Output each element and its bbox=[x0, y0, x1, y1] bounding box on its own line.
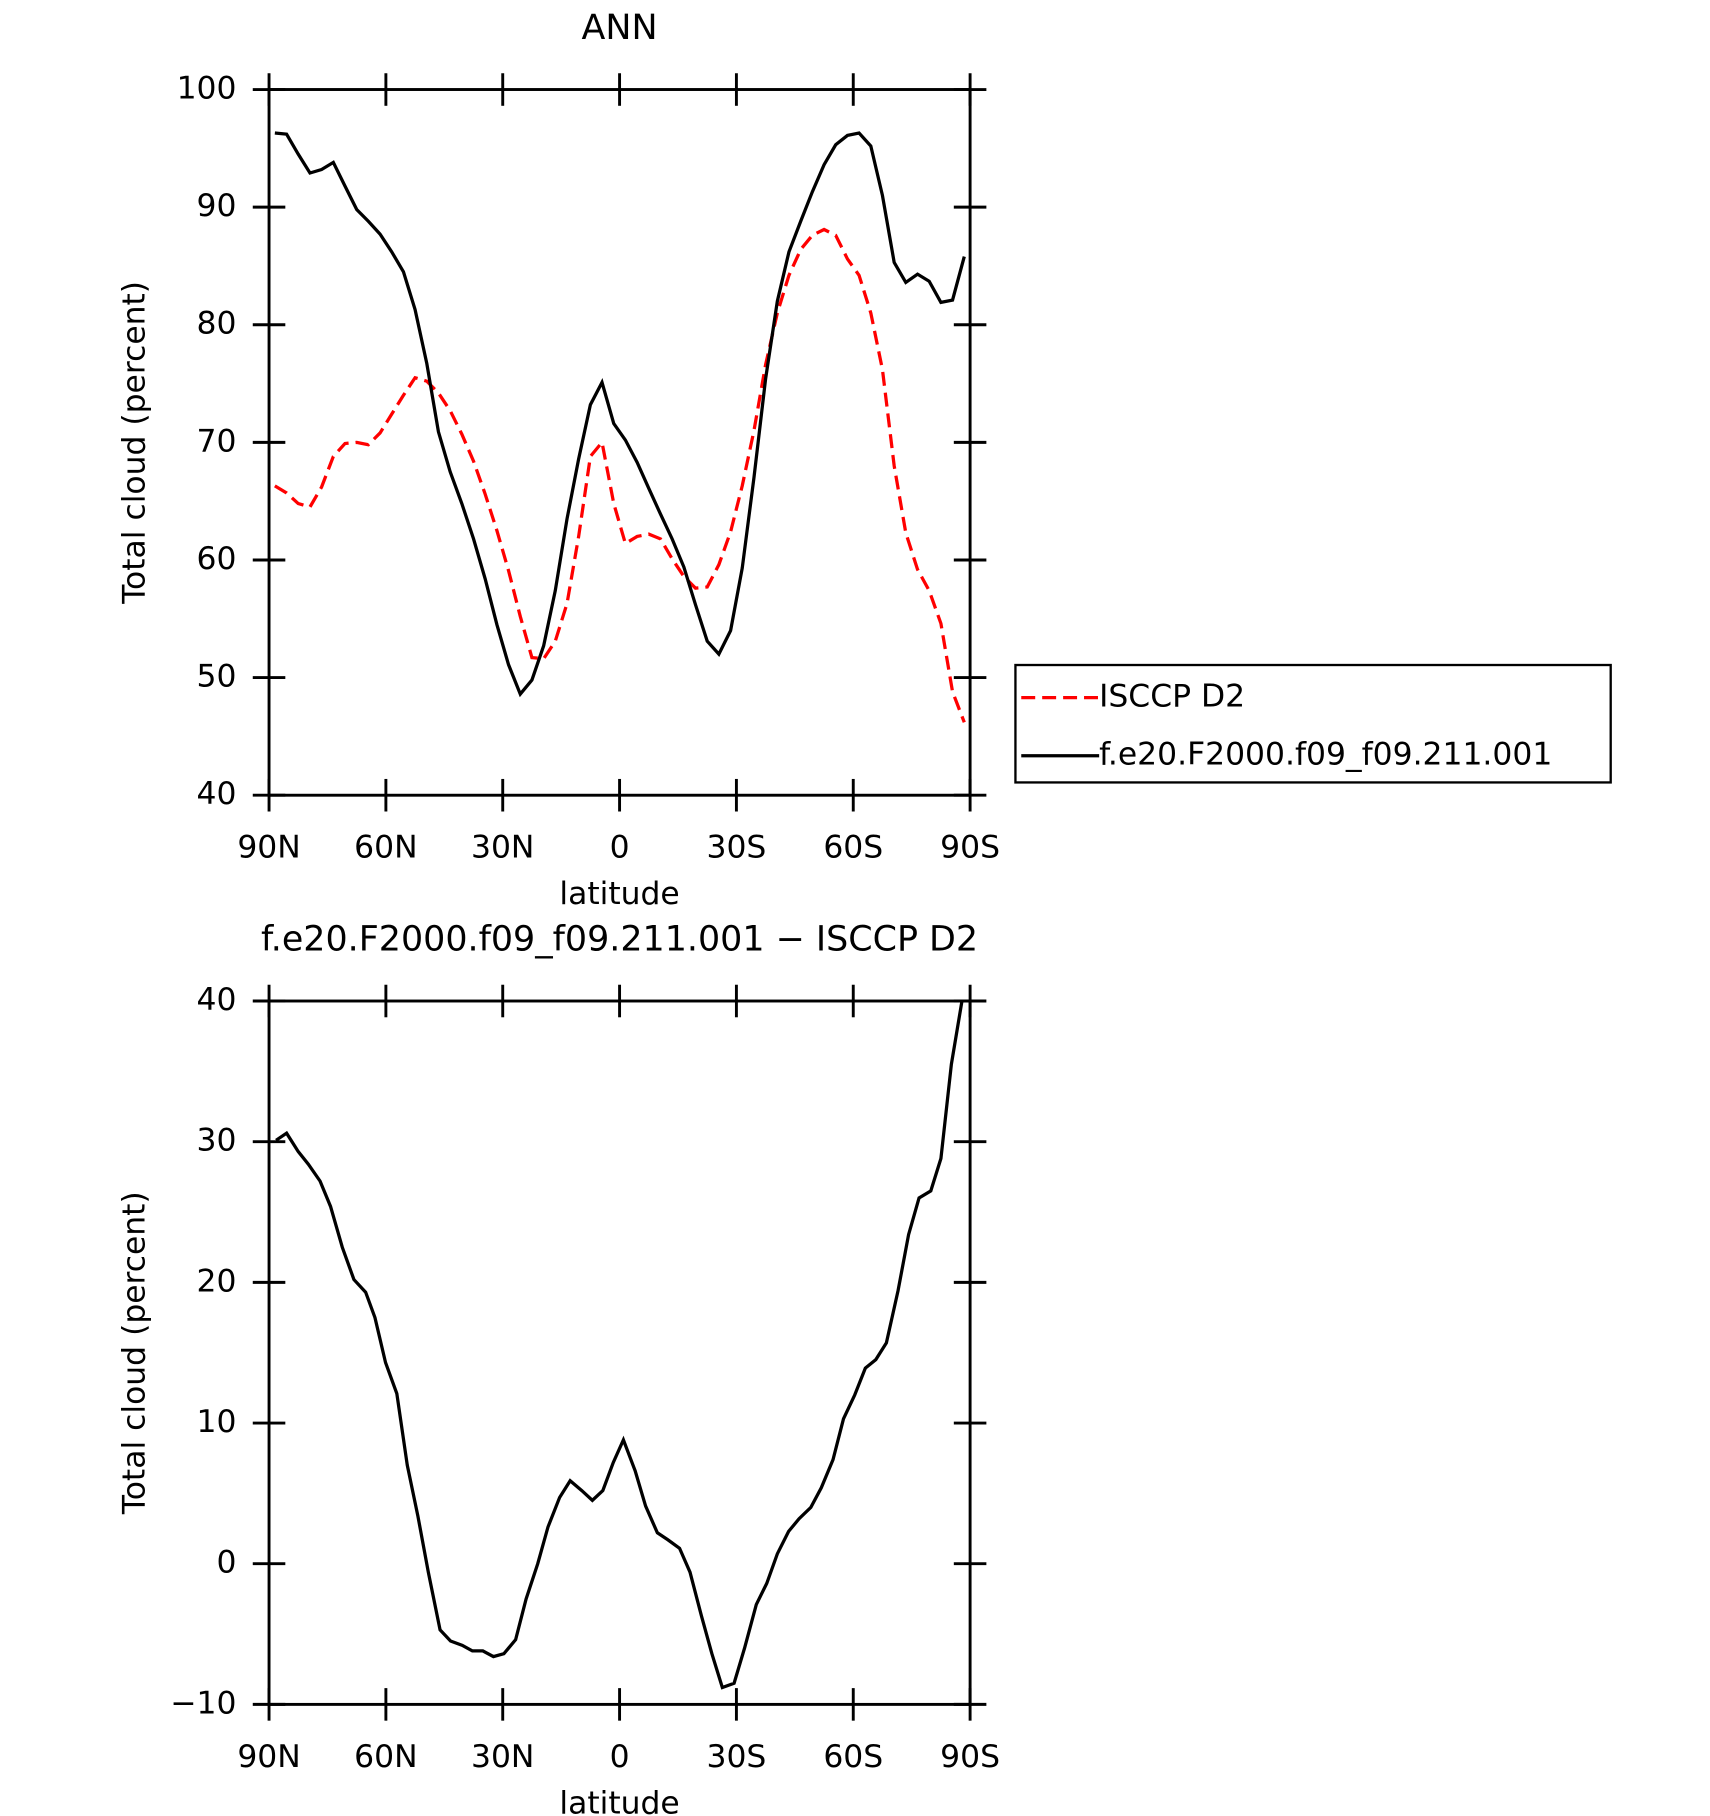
x-tick-label: 0 bbox=[610, 1739, 630, 1775]
y-tick-label: 50 bbox=[197, 659, 237, 695]
x-tick-label: 0 bbox=[610, 830, 630, 866]
x-tick-label: 90N bbox=[237, 830, 300, 866]
y-tick-label: 30 bbox=[197, 1123, 237, 1159]
x-tick-label: 90N bbox=[237, 1739, 300, 1775]
x-tick-label: 60N bbox=[354, 830, 417, 866]
y-tick-label: 0 bbox=[217, 1545, 237, 1581]
x-tick-label: 30S bbox=[706, 1739, 766, 1775]
y-axis-label: Total cloud (percent) bbox=[116, 281, 152, 605]
y-tick-label: 100 bbox=[177, 71, 237, 107]
y-axis-label: Total cloud (percent) bbox=[116, 1191, 152, 1515]
x-tick-label: 30N bbox=[471, 1739, 534, 1775]
chart-title: ANN bbox=[582, 8, 658, 48]
x-axis-label: latitude bbox=[559, 876, 679, 912]
data-line bbox=[274, 131, 966, 698]
y-tick-label: 20 bbox=[197, 1263, 237, 1299]
y-tick-label: 70 bbox=[197, 423, 237, 459]
x-tick-label: 90S bbox=[940, 1739, 1000, 1775]
y-tick-label: −10 bbox=[170, 1685, 236, 1721]
x-tick-label: 30S bbox=[706, 830, 766, 866]
plot-frame bbox=[267, 999, 972, 1706]
y-tick-label: 60 bbox=[197, 541, 237, 577]
x-tick-label: 30N bbox=[471, 830, 534, 866]
y-tick-label: 40 bbox=[197, 982, 237, 1018]
data-line bbox=[275, 1000, 964, 1690]
x-tick-label: 60S bbox=[823, 1739, 883, 1775]
legend-label: ISCCP D2 bbox=[1099, 679, 1245, 715]
data-line bbox=[274, 227, 966, 723]
chart-title: f.e20.F2000.f09_f09.211.001 − ISCCP D2 bbox=[261, 920, 978, 960]
legend-box bbox=[1014, 663, 1612, 784]
y-tick-label: 10 bbox=[197, 1404, 237, 1440]
plot-frame bbox=[267, 88, 972, 797]
x-tick-label: 60N bbox=[354, 1739, 417, 1775]
x-tick-label: 60S bbox=[823, 830, 883, 866]
y-tick-label: 90 bbox=[197, 188, 237, 224]
y-tick-label: 40 bbox=[197, 776, 237, 812]
legend-label: f.e20.F2000.f09_f09.211.001 bbox=[1099, 737, 1552, 773]
x-axis-label: latitude bbox=[559, 1785, 679, 1816]
x-tick-label: 90S bbox=[940, 830, 1000, 866]
y-tick-label: 80 bbox=[197, 306, 237, 342]
